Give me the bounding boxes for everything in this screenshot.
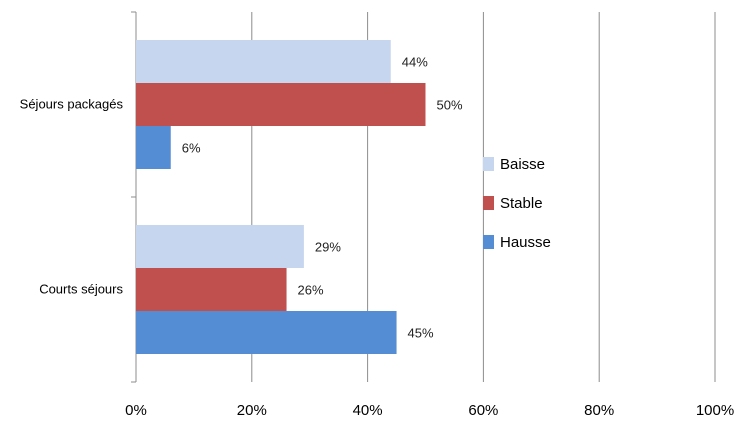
bar [136, 40, 391, 83]
data-label: 45% [408, 326, 434, 341]
x-tick-label: 80% [584, 402, 614, 419]
category-label: Courts séjours [39, 282, 123, 297]
x-tick-labels: 0% 20% 40% 60% 80% 100% [125, 402, 734, 419]
x-tick-label: 0% [125, 402, 147, 419]
bar [136, 126, 171, 169]
data-labels: 44% 50% 6% 29% 26% 45% [182, 55, 463, 341]
bars [136, 40, 426, 354]
data-label: 6% [182, 141, 201, 156]
bar [136, 268, 287, 311]
category-label: Séjours packagés [20, 97, 124, 112]
category-labels: Séjours packagés Courts séjours [20, 97, 124, 297]
legend-swatch [483, 235, 494, 249]
legend-swatch [483, 157, 494, 171]
legend-label: Hausse [500, 234, 551, 251]
data-label: 29% [315, 240, 341, 255]
x-tick-label: 60% [468, 402, 498, 419]
data-label: 44% [402, 55, 428, 70]
legend-label: Baisse [500, 156, 545, 173]
legend-swatch [483, 196, 494, 210]
bar [136, 225, 304, 268]
bar [136, 311, 397, 354]
bar [136, 83, 426, 126]
axes [131, 11, 137, 383]
x-tick-label: 100% [696, 402, 734, 419]
data-label: 50% [437, 98, 463, 113]
x-tick-label: 20% [237, 402, 267, 419]
data-label: 26% [298, 283, 324, 298]
legend: Baisse Stable Hausse [483, 156, 551, 251]
x-tick-label: 40% [353, 402, 383, 419]
legend-label: Stable [500, 195, 543, 212]
